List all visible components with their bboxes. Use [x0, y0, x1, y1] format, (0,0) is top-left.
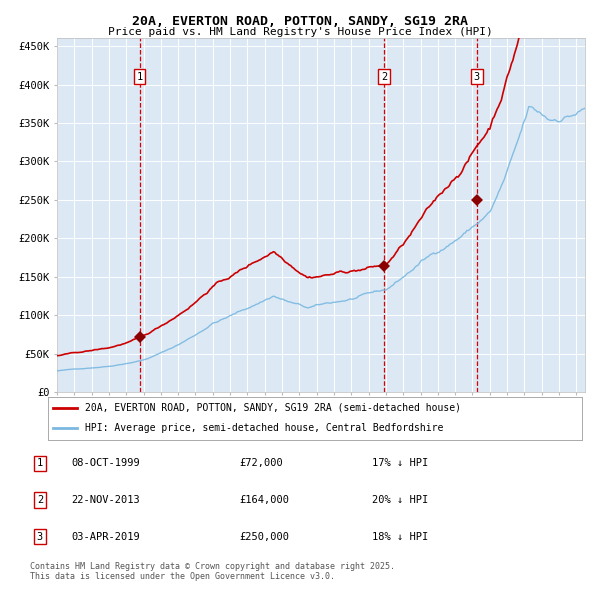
Text: 2: 2 — [37, 495, 43, 505]
Text: Price paid vs. HM Land Registry's House Price Index (HPI): Price paid vs. HM Land Registry's House … — [107, 27, 493, 37]
Text: £250,000: £250,000 — [240, 532, 290, 542]
Text: 20A, EVERTON ROAD, POTTON, SANDY, SG19 2RA (semi-detached house): 20A, EVERTON ROAD, POTTON, SANDY, SG19 2… — [85, 403, 461, 412]
Text: Contains HM Land Registry data © Crown copyright and database right 2025.
This d: Contains HM Land Registry data © Crown c… — [30, 562, 395, 581]
Text: 17% ↓ HPI: 17% ↓ HPI — [372, 458, 428, 468]
Text: 1: 1 — [37, 458, 43, 468]
Text: 3: 3 — [37, 532, 43, 542]
Text: 20A, EVERTON ROAD, POTTON, SANDY, SG19 2RA: 20A, EVERTON ROAD, POTTON, SANDY, SG19 2… — [132, 15, 468, 28]
Text: 20% ↓ HPI: 20% ↓ HPI — [372, 495, 428, 505]
Text: 08-OCT-1999: 08-OCT-1999 — [71, 458, 140, 468]
Text: £164,000: £164,000 — [240, 495, 290, 505]
Text: £72,000: £72,000 — [240, 458, 284, 468]
Text: 18% ↓ HPI: 18% ↓ HPI — [372, 532, 428, 542]
Text: 2: 2 — [381, 72, 387, 82]
Text: 22-NOV-2013: 22-NOV-2013 — [71, 495, 140, 505]
Text: HPI: Average price, semi-detached house, Central Bedfordshire: HPI: Average price, semi-detached house,… — [85, 422, 444, 432]
Text: 3: 3 — [473, 72, 480, 82]
Text: 03-APR-2019: 03-APR-2019 — [71, 532, 140, 542]
Text: 1: 1 — [136, 72, 143, 82]
